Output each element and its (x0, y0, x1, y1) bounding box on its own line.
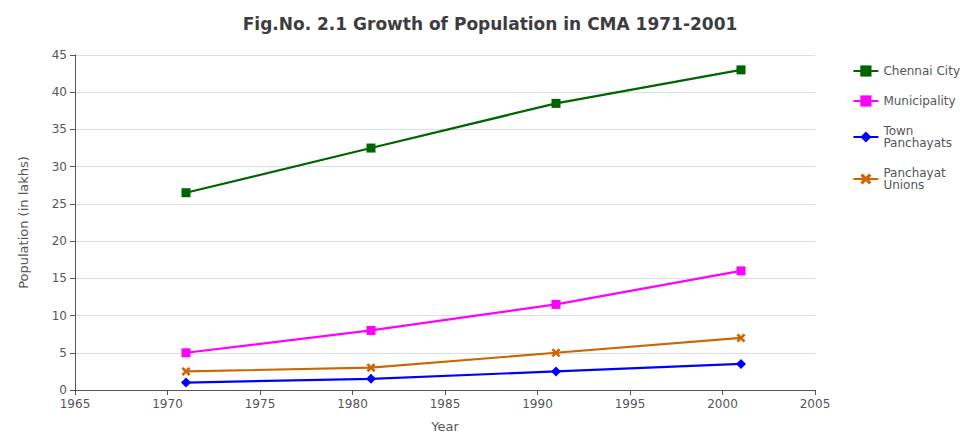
svg-text:Year: Year (430, 419, 459, 434)
svg-text:1985: 1985 (430, 397, 461, 411)
svg-text:1995: 1995 (615, 397, 646, 411)
svg-text:2000: 2000 (707, 397, 738, 411)
svg-text:Panchayats: Panchayats (883, 136, 952, 150)
svg-text:25: 25 (52, 197, 67, 211)
svg-text:20: 20 (52, 234, 67, 248)
svg-text:Municipality: Municipality (883, 94, 955, 108)
svg-text:1990: 1990 (522, 397, 553, 411)
svg-text:15: 15 (52, 271, 67, 285)
svg-text:Fig.No. 2.1 Growth of Populati: Fig.No. 2.1 Growth of Population in CMA … (243, 14, 738, 34)
svg-text:0: 0 (59, 383, 67, 397)
svg-text:Town: Town (883, 124, 914, 138)
svg-text:40: 40 (52, 85, 67, 99)
svg-text:Population (in lakhs): Population (in lakhs) (16, 156, 31, 289)
svg-text:Unions: Unions (883, 178, 924, 192)
svg-text:Panchayat: Panchayat (883, 166, 946, 180)
svg-text:1970: 1970 (152, 397, 183, 411)
svg-text:Chennai City: Chennai City (883, 64, 960, 78)
svg-text:30: 30 (52, 160, 67, 174)
svg-text:35: 35 (52, 122, 67, 136)
svg-text:45: 45 (52, 48, 67, 62)
svg-text:1965: 1965 (60, 397, 91, 411)
svg-text:10: 10 (52, 309, 67, 323)
svg-text:1975: 1975 (245, 397, 276, 411)
svg-text:2005: 2005 (800, 397, 831, 411)
svg-text:1980: 1980 (337, 397, 368, 411)
svg-text:5: 5 (59, 346, 67, 360)
